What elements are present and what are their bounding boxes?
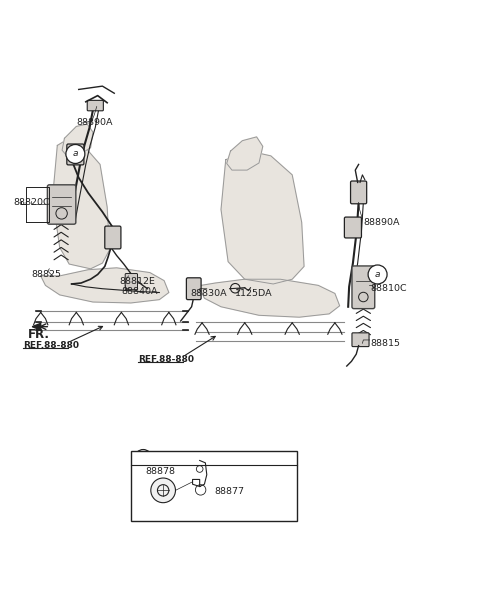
Circle shape <box>368 265 387 284</box>
FancyBboxPatch shape <box>48 185 76 224</box>
Text: a: a <box>141 454 146 463</box>
Text: REF.88-880: REF.88-880 <box>23 341 79 350</box>
Circle shape <box>135 449 152 467</box>
FancyBboxPatch shape <box>125 274 137 290</box>
Text: a: a <box>72 149 78 158</box>
Polygon shape <box>62 124 93 156</box>
Text: a: a <box>375 270 380 279</box>
Circle shape <box>151 478 176 503</box>
FancyBboxPatch shape <box>350 181 367 204</box>
Text: 88840A: 88840A <box>121 286 158 295</box>
Text: 88830A: 88830A <box>190 289 227 298</box>
FancyArrowPatch shape <box>40 324 48 329</box>
Text: 88812E: 88812E <box>119 277 155 286</box>
FancyBboxPatch shape <box>344 217 361 238</box>
FancyBboxPatch shape <box>105 226 121 249</box>
FancyBboxPatch shape <box>67 144 84 165</box>
Text: 88810C: 88810C <box>371 284 407 293</box>
Polygon shape <box>53 138 109 269</box>
Polygon shape <box>32 323 41 330</box>
Text: 88890A: 88890A <box>76 118 113 127</box>
Text: 88820C: 88820C <box>13 198 50 207</box>
FancyBboxPatch shape <box>352 266 375 309</box>
Text: 88825: 88825 <box>31 270 61 279</box>
FancyBboxPatch shape <box>352 333 369 347</box>
Polygon shape <box>221 151 304 284</box>
Text: 88878: 88878 <box>145 467 175 476</box>
Polygon shape <box>41 268 169 303</box>
Text: FR.: FR. <box>27 328 49 341</box>
Text: 1125DA: 1125DA <box>235 289 273 298</box>
Text: REF.88-880: REF.88-880 <box>138 355 194 364</box>
Polygon shape <box>227 137 263 170</box>
Circle shape <box>66 144 85 164</box>
Polygon shape <box>200 279 340 317</box>
Text: 88877: 88877 <box>214 487 244 496</box>
FancyBboxPatch shape <box>87 100 103 111</box>
Text: 88890A: 88890A <box>363 218 400 226</box>
Text: 88815: 88815 <box>371 339 400 348</box>
FancyBboxPatch shape <box>186 278 201 300</box>
Bar <box>131 451 297 521</box>
